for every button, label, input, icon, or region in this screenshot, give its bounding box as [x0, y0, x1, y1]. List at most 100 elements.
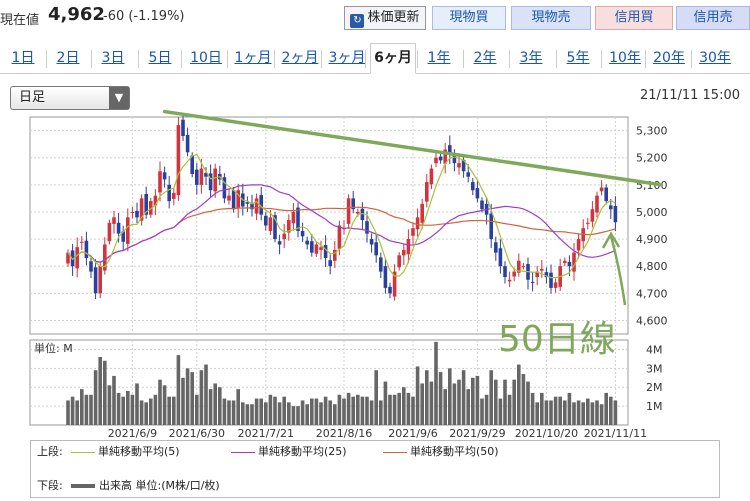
candle-body [204, 172, 208, 177]
candle-body [586, 222, 590, 224]
tab-6[interactable]: 1ヶ月 [234, 50, 272, 66]
interval-select[interactable]: 日足 ▼ [10, 86, 130, 110]
candle-body [75, 247, 79, 269]
shinyo-buy-button[interactable]: 信用買 [595, 6, 673, 30]
date-tick-label: 2021/9/6 [388, 427, 437, 440]
tab-1[interactable]: 1日 [11, 50, 35, 66]
tab-5[interactable]: 10日 [190, 50, 222, 66]
tab-12[interactable]: 3年 [519, 50, 543, 66]
volume-bar [264, 402, 268, 425]
volume-bar [374, 370, 378, 425]
volume-bar [98, 357, 102, 425]
volume-bar [70, 396, 75, 425]
tab-4[interactable]: 5日 [148, 50, 172, 66]
volume-swatch [71, 484, 95, 488]
candle-body [139, 198, 144, 221]
candle-body [452, 154, 457, 164]
volume-bar [471, 377, 475, 425]
genbutsu-sell-button[interactable]: 現物売 [511, 6, 591, 30]
volume-bar [172, 396, 176, 425]
volume-bar [567, 392, 572, 425]
price-tick-label: 4,700 [636, 287, 668, 300]
price-tick-label: 4,800 [636, 260, 668, 273]
candle-body [162, 172, 167, 180]
candle-body [521, 266, 526, 268]
volume-bar [544, 400, 549, 425]
candle-body [443, 149, 447, 164]
volume-bar [149, 398, 153, 425]
volume-bar [126, 391, 130, 425]
tab-9[interactable]: 6ヶ月 [370, 43, 416, 74]
volume-bar [595, 400, 599, 425]
volume-bar [402, 387, 406, 425]
candle-body [572, 252, 576, 272]
candle-body [227, 195, 231, 201]
volume-bar [521, 374, 526, 425]
genbutsu-buy-button[interactable]: 現物買 [432, 6, 506, 30]
candle-body [259, 195, 263, 215]
legend-ma50: 単純移動平均(50) [383, 445, 499, 459]
tab-14[interactable]: 10年 [609, 50, 641, 66]
candle-body [457, 163, 461, 168]
tab-13[interactable]: 5年 [566, 50, 590, 66]
volume-bar [287, 402, 291, 425]
candle-body [599, 187, 604, 192]
tab-separator [509, 50, 510, 68]
tab-16[interactable]: 30年 [699, 50, 731, 66]
refresh-price-label: 株価更新 [367, 10, 420, 25]
candle-body [310, 241, 314, 253]
tab-10[interactable]: 1年 [427, 50, 451, 66]
candle-body [314, 244, 319, 254]
volume-bar [250, 404, 254, 425]
refresh-price-button[interactable]: ↻ 株価更新 [344, 6, 426, 30]
tab-8[interactable]: 3ヶ月 [328, 50, 366, 66]
tab-3[interactable]: 3日 [101, 50, 125, 66]
volume-bar [103, 360, 107, 425]
volume-bar [181, 377, 185, 425]
period-tabs: 1日 2日 3日 5日 10日 1ヶ月 2ヶ月 3ヶ月 6ヶ月 1年 2年 3年 5年 10年 20年 30年 [0, 40, 750, 74]
volume-bar [434, 341, 438, 425]
shinyo-sell-button[interactable]: 信用売 [676, 6, 750, 30]
tab-separator [645, 50, 646, 68]
candle-body [319, 247, 323, 250]
volume-bar [222, 398, 227, 425]
volume-bar [498, 398, 503, 425]
volume-bar [553, 396, 558, 425]
candle-body [415, 217, 420, 230]
price-label: 現在値 [0, 13, 40, 28]
tab-2[interactable]: 2日 [56, 50, 80, 66]
volume-tick-label: 2M [646, 381, 663, 394]
chart-legend: 上段: 単純移動平均(5) 単純移動平均(25) 単純移動平均(50) 下段: … [30, 440, 720, 498]
candle-body [346, 198, 351, 224]
tab-separator [227, 50, 228, 68]
candle-body [254, 198, 259, 214]
tab-separator [138, 50, 139, 68]
tab-separator [46, 50, 47, 68]
candle-body [374, 242, 378, 256]
tab-11[interactable]: 2年 [473, 50, 497, 66]
volume-bar [379, 400, 383, 425]
volume-tick-label: 4M [646, 343, 663, 356]
volume-bar [162, 385, 167, 425]
chevron-down-icon: ▼ [109, 87, 129, 109]
volume-bar [107, 385, 112, 425]
volume-bar [310, 398, 314, 425]
candle-body [448, 145, 452, 155]
volume-bar [121, 396, 125, 425]
annotation-arrowhead [601, 231, 621, 249]
volume-bar [572, 402, 576, 425]
candle-body [176, 125, 181, 196]
volume-bar [484, 394, 489, 425]
volume-unit-label: 単位: M [34, 341, 73, 355]
tab-15[interactable]: 20年 [653, 50, 685, 66]
candle-body [195, 169, 199, 185]
volume-bar [135, 383, 139, 425]
candle-body [397, 255, 401, 268]
candle-body [369, 239, 374, 245]
candle-body [494, 242, 498, 253]
trendline [162, 109, 664, 187]
candle-body [480, 200, 484, 210]
legend-volume: 出来高 単位:(M株/口/枚) [71, 479, 220, 493]
tab-7[interactable]: 2ヶ月 [281, 50, 319, 66]
volume-bar [448, 368, 452, 425]
